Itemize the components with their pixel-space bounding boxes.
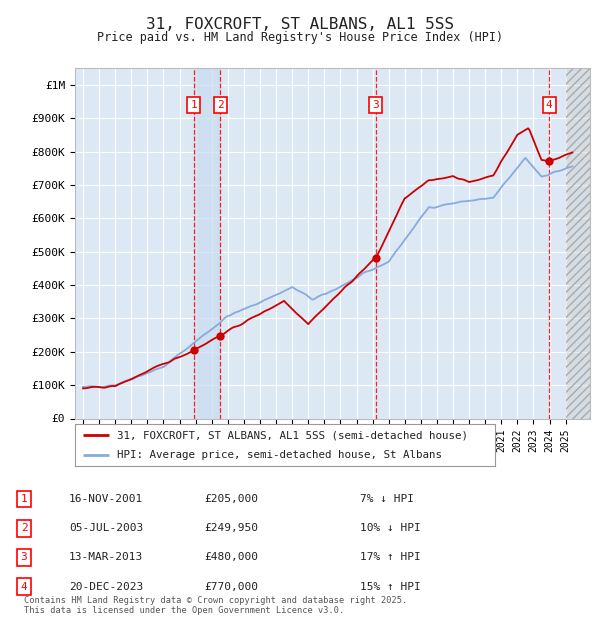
Text: 31, FOXCROFT, ST ALBANS, AL1 5SS (semi-detached house): 31, FOXCROFT, ST ALBANS, AL1 5SS (semi-d… (117, 430, 468, 440)
Text: 2: 2 (217, 100, 224, 110)
Text: Price paid vs. HM Land Registry's House Price Index (HPI): Price paid vs. HM Land Registry's House … (97, 31, 503, 44)
Bar (566, 68, 590, 418)
Bar (566, 68, 590, 418)
Text: 13-MAR-2013: 13-MAR-2013 (69, 552, 143, 562)
Text: 1: 1 (190, 100, 197, 110)
Text: £770,000: £770,000 (204, 582, 258, 591)
Text: £249,950: £249,950 (204, 523, 258, 533)
Text: HPI: Average price, semi-detached house, St Albans: HPI: Average price, semi-detached house,… (117, 450, 442, 460)
Text: 3: 3 (373, 100, 379, 110)
Bar (194, 68, 220, 418)
Text: 4: 4 (20, 582, 28, 591)
Text: 16-NOV-2001: 16-NOV-2001 (69, 494, 143, 504)
Text: 10% ↓ HPI: 10% ↓ HPI (360, 523, 421, 533)
Text: 20-DEC-2023: 20-DEC-2023 (69, 582, 143, 591)
Text: 4: 4 (546, 100, 553, 110)
Text: £480,000: £480,000 (204, 552, 258, 562)
Text: 31, FOXCROFT, ST ALBANS, AL1 5SS: 31, FOXCROFT, ST ALBANS, AL1 5SS (146, 17, 454, 32)
Text: 2: 2 (20, 523, 28, 533)
Text: Contains HM Land Registry data © Crown copyright and database right 2025.
This d: Contains HM Land Registry data © Crown c… (24, 596, 407, 615)
Text: 05-JUL-2003: 05-JUL-2003 (69, 523, 143, 533)
Text: 15% ↑ HPI: 15% ↑ HPI (360, 582, 421, 591)
Text: 3: 3 (20, 552, 28, 562)
Text: 1: 1 (20, 494, 28, 504)
Text: 17% ↑ HPI: 17% ↑ HPI (360, 552, 421, 562)
Text: £205,000: £205,000 (204, 494, 258, 504)
Text: 7% ↓ HPI: 7% ↓ HPI (360, 494, 414, 504)
